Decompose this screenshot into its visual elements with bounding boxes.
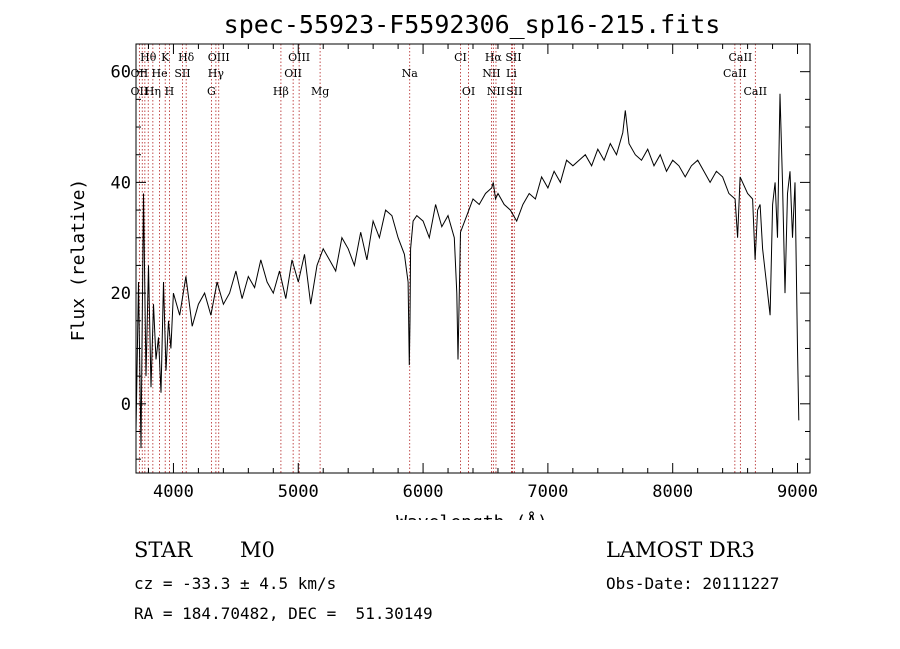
spectrum-plot: spec-55923-F5592306_sp16-215.fits Hθ K Hδ O… — [68, 10, 818, 520]
y-tick-label: 0 — [121, 395, 131, 415]
y-tick-label: 60 — [111, 63, 131, 83]
marker-label: SII — [505, 51, 521, 64]
plot-frame — [135, 43, 811, 474]
marker-label: Hα — [485, 51, 503, 64]
marker-label: NII — [487, 85, 505, 98]
marker-label: CI — [454, 51, 467, 64]
marker-label: H — [165, 85, 175, 98]
redshift-velocity: cz = -33.3 ± 4.5 km/s — [134, 574, 337, 593]
flux-series — [135, 93, 800, 449]
marker-label: OII — [131, 67, 149, 80]
marker-label: CaII — [743, 85, 767, 98]
observation-date: Obs-Date: 20111227 — [606, 574, 780, 593]
chart-title: spec-55923-F5592306_sp16-215.fits — [224, 10, 721, 39]
marker-label: Hδ — [178, 51, 195, 64]
marker-label: NII — [482, 67, 500, 80]
x-tick-label: 9000 — [777, 482, 818, 502]
marker-label: Mg — [311, 85, 329, 98]
marker-label: Li — [506, 67, 517, 80]
x-axis-label: Wavelength (Å) — [396, 511, 548, 520]
object-class: STAR — [134, 538, 193, 562]
y-tick-label: 40 — [111, 173, 131, 193]
marker-label: K — [161, 51, 170, 64]
x-tick-label: 6000 — [403, 482, 444, 502]
marker-label: Na — [402, 67, 419, 80]
marker-label: CaII — [729, 51, 753, 64]
marker-label: OII — [131, 85, 149, 98]
y-tick-label: 20 — [111, 284, 131, 304]
x-tick-label: 5000 — [278, 482, 319, 502]
coordinates: RA = 184.70482, DEC = 51.30149 — [134, 604, 433, 623]
marker-label: SII — [174, 67, 190, 80]
marker-label: Hγ — [208, 67, 225, 80]
marker-label: He — [152, 67, 168, 80]
y-axis-label: Flux (relative) — [68, 179, 89, 342]
line-markers — [138, 44, 756, 473]
x-tick-label: 4000 — [153, 482, 194, 502]
flux-line — [135, 93, 800, 449]
marker-label: OII — [284, 67, 302, 80]
marker-label: OI — [462, 85, 475, 98]
x-tick-label: 8000 — [652, 482, 693, 502]
marker-label: CaII — [723, 67, 747, 80]
survey-name: LAMOST DR3 — [606, 538, 755, 562]
marker-label: Hθ — [140, 51, 157, 64]
marker-label: Hη — [145, 85, 161, 98]
marker-label: G — [207, 85, 216, 98]
x-tick-label: 7000 — [527, 482, 568, 502]
x-axis: 4000 5000 6000 7000 8000 9000 — [147, 44, 818, 502]
object-subclass: M0 — [240, 538, 275, 562]
marker-label: OIII — [208, 51, 230, 64]
marker-label: OIII — [288, 51, 310, 64]
y-axis: 0 20 40 60 — [111, 43, 810, 460]
marker-label: SII — [506, 85, 522, 98]
marker-label: Hβ — [273, 85, 289, 98]
